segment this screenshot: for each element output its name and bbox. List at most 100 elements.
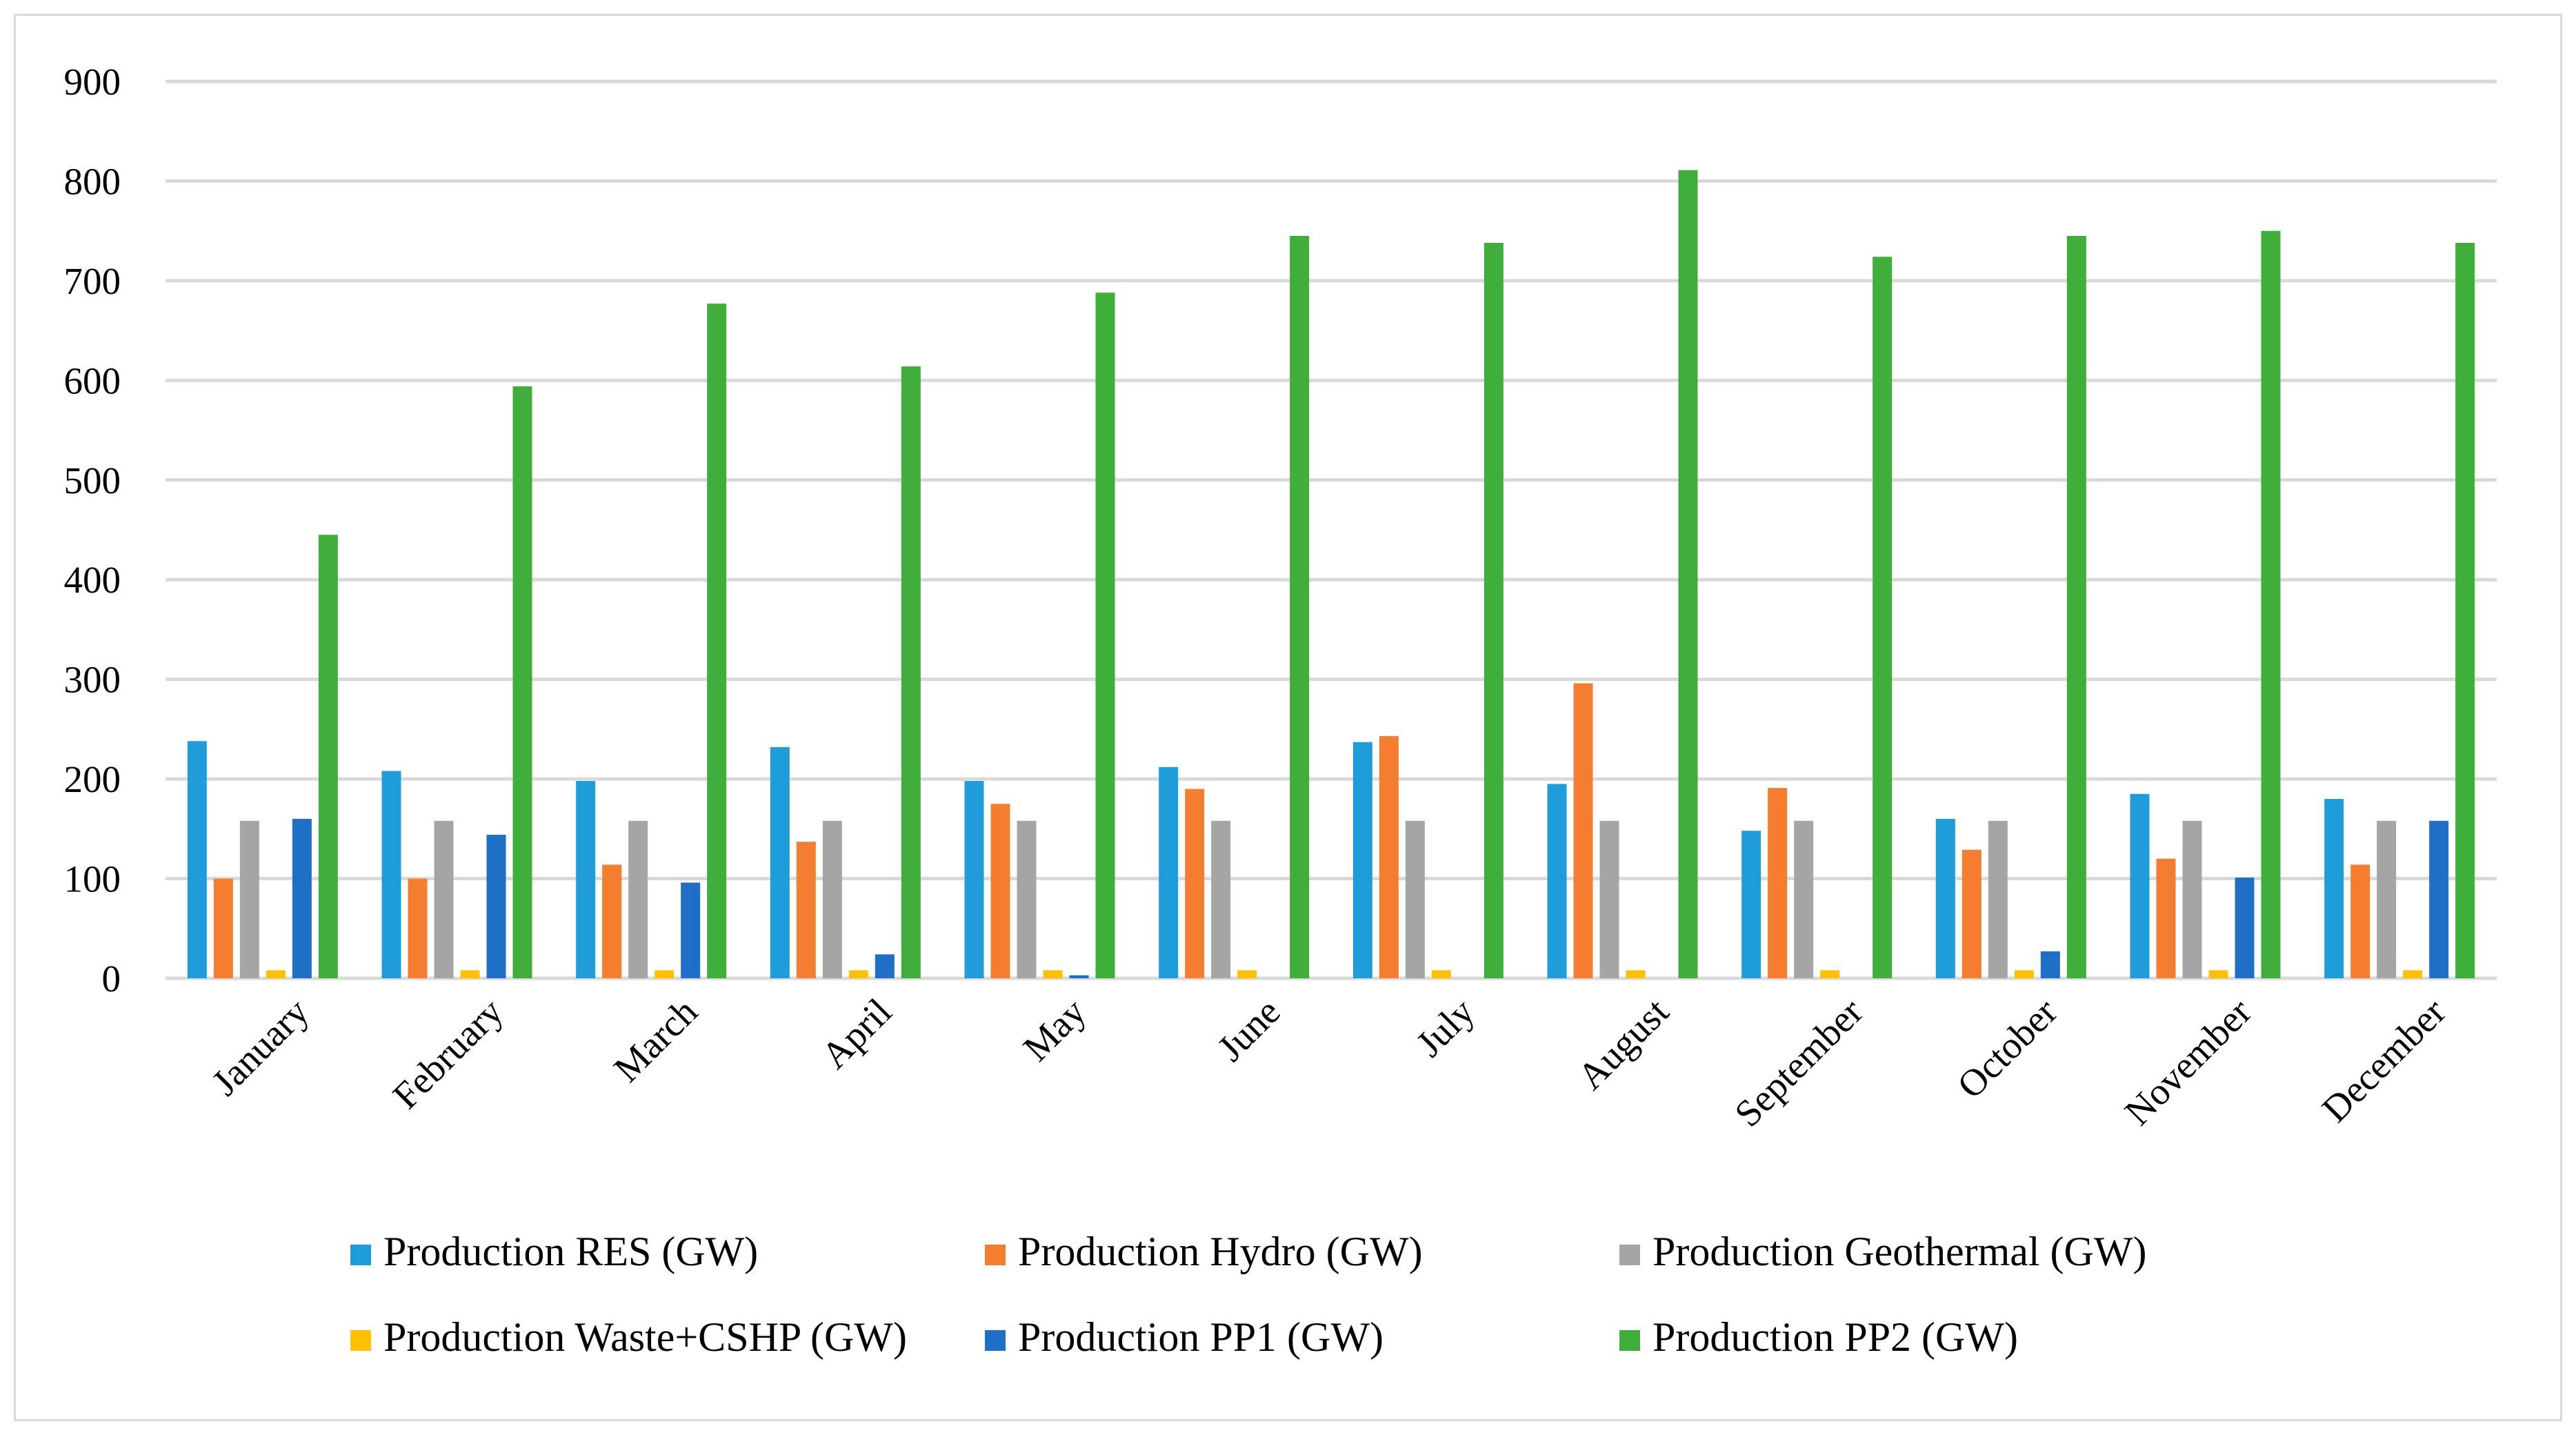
y-tick-label: 600 [64,359,121,402]
bar [576,781,596,978]
x-tick-label: December [2314,990,2454,1130]
y-tick-label: 800 [64,160,121,202]
bar [2040,951,2060,978]
bar [901,366,921,978]
bar [2235,878,2255,978]
bar [822,820,842,978]
legend-swatch [985,1245,1006,1265]
bar [2130,793,2150,978]
x-tick-label: February [384,990,511,1117]
y-tick-label: 700 [64,260,121,302]
legend-swatch [985,1330,1006,1351]
x-tick-label: May [1015,990,1095,1069]
x-axis: January February March April May June July Augu… [203,990,2453,1135]
bar [408,878,428,978]
bar [292,818,312,978]
y-tick-label: 900 [64,61,121,103]
bar [1237,970,1257,978]
bar [318,535,338,978]
bar [1626,970,1646,978]
y-tick-label: 200 [64,758,121,800]
bar [1768,788,1788,978]
bar [1043,970,1063,978]
bar [964,781,984,978]
bars [187,170,2475,979]
legend-label: Production PP2 (GW) [1653,1314,2018,1360]
x-tick-label: January [203,990,317,1103]
bar [848,970,868,978]
bar [1431,970,1451,978]
bar [434,820,454,978]
bar [796,842,816,978]
y-tick-label: 300 [64,659,121,701]
bar [381,771,401,978]
bar [213,878,233,978]
bar [1484,243,1504,978]
bar [187,741,207,978]
bar [1820,970,1840,978]
bar [2324,799,2344,978]
y-tick-label: 100 [64,858,121,900]
bar [2403,970,2423,978]
bar [655,970,675,978]
x-tick-label: June [1209,990,1288,1069]
bar [239,820,259,978]
bar [512,386,532,978]
bar [1599,820,1619,978]
y-tick-label: 500 [64,459,121,502]
bar [1873,257,1893,979]
legend: Production RES (GW) Production Hydro (GW)… [350,1229,2146,1360]
bar [2429,820,2449,978]
bar [1159,766,1179,978]
bar [990,804,1010,978]
gridlines [166,79,2497,980]
legend-label: Production Geothermal (GW) [1653,1229,2146,1274]
chart-frame [14,14,2562,1421]
bar [460,970,480,978]
bar [1211,820,1231,978]
bar [1794,820,1814,978]
x-tick-label: April [813,990,899,1076]
bar [2066,235,2086,978]
bar [707,304,727,979]
bar [266,970,286,978]
bar [2350,864,2370,978]
x-tick-label: November [2117,990,2259,1133]
bar [2455,243,2475,978]
x-tick-label: March [606,990,706,1090]
bar [486,835,506,978]
y-tick-label: 0 [102,958,121,1000]
x-tick-label: October [1949,990,2065,1106]
bar [602,864,622,978]
bar [770,746,790,978]
bar [1741,831,1761,978]
y-axis: 0 100 200 300 400 500 600 700 800 900 [64,61,121,1000]
legend-swatch [1619,1330,1640,1351]
bar [2156,858,2176,978]
bar [1678,170,1698,979]
bar [1017,820,1037,978]
bar [1935,818,1955,978]
legend-swatch [350,1330,371,1351]
bar [1379,736,1399,978]
y-tick-label: 400 [64,559,121,601]
legend-label: Production Hydro (GW) [1018,1229,1423,1274]
bar [2208,970,2228,978]
x-tick-label: August [1569,990,1676,1097]
bar [2014,970,2034,978]
bar [1185,789,1205,978]
legend-label: Production RES (GW) [383,1229,758,1274]
bar [628,820,648,978]
bar [1290,235,1310,978]
bar [2182,820,2202,978]
bar [681,882,701,978]
bar [1961,849,1981,978]
bar [1405,820,1425,978]
bar [1352,742,1372,978]
x-tick-label: July [1408,990,1482,1065]
x-tick-label: September [1726,990,1870,1134]
legend-swatch [350,1245,371,1265]
legend-swatch [1619,1245,1640,1265]
bar [875,954,895,978]
